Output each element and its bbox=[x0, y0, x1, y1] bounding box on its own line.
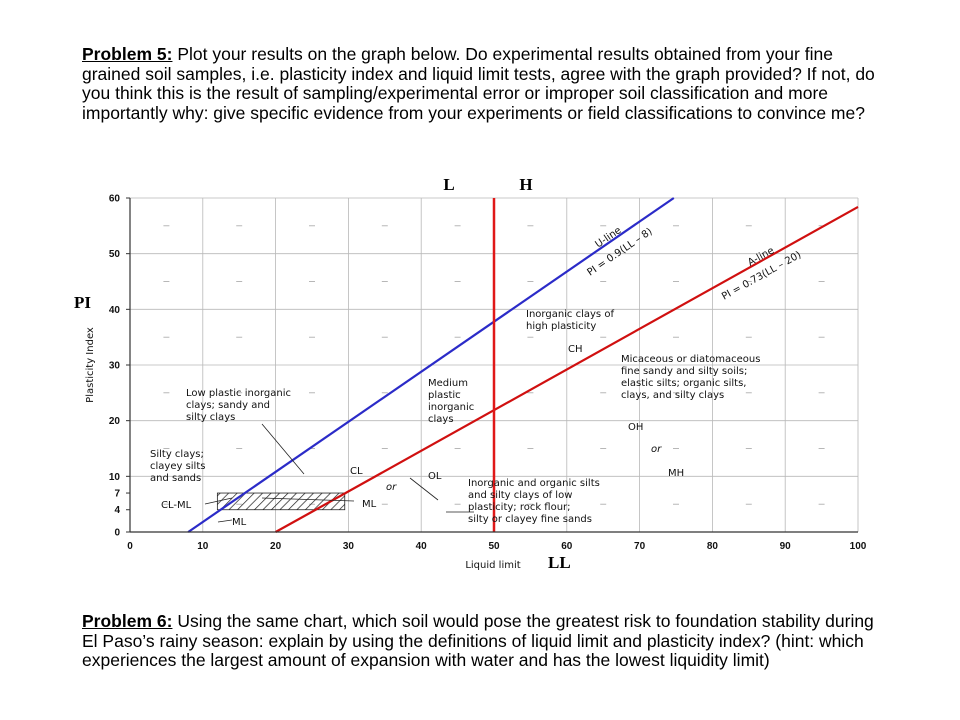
zone-label-or: or bbox=[651, 444, 662, 455]
y-tick-label: 7 bbox=[114, 489, 120, 500]
zone-label-cl: CL bbox=[350, 466, 363, 477]
desc-silty-clays-line: and sands bbox=[150, 473, 201, 484]
x-tick-label: 60 bbox=[561, 541, 573, 552]
plasticity-chart: 0 10 20 30 40 50 60 70 80 90 100 0 4 7 10 20 30 40 50 60 Liq… bbox=[74, 175, 867, 572]
x-tick-label: 0 bbox=[127, 541, 133, 552]
x-tick-label: 30 bbox=[343, 541, 355, 552]
hatched-zone bbox=[216, 492, 346, 511]
desc-high-plasticity-line: high plasticity bbox=[526, 321, 596, 332]
ml-leader bbox=[217, 519, 233, 523]
x-tick-label: 70 bbox=[634, 541, 646, 552]
desc-low-plasticity-silts-line: and silty clays of low bbox=[468, 490, 572, 501]
desc-silty-clays-line: Silty clays; bbox=[150, 449, 204, 460]
annotation-leader bbox=[261, 497, 355, 502]
x-tick-label: 100 bbox=[850, 541, 867, 552]
annotation-leader bbox=[261, 423, 305, 475]
handwritten-pi: PI bbox=[74, 293, 91, 312]
problem-6: Problem 6: Using the same chart, which s… bbox=[82, 611, 892, 671]
handwritten-h: H bbox=[519, 175, 532, 194]
y-tick-label: 4 bbox=[114, 505, 120, 516]
y-tick-label: 20 bbox=[109, 416, 121, 427]
desc-low-plasticity-silts-line: Inorganic and organic silts bbox=[468, 478, 600, 489]
a-line-series-line bbox=[275, 205, 859, 533]
handwritten-ll: LL bbox=[548, 553, 571, 572]
zone-label-ch: CH bbox=[568, 344, 583, 355]
cl-ml-leader bbox=[204, 497, 233, 505]
y-tick-label: 40 bbox=[109, 305, 121, 316]
axes: 0 10 20 30 40 50 60 70 80 90 100 0 4 7 10 20 30 40 50 60 Liq… bbox=[85, 194, 867, 572]
desc-medium-plastic-line: inorganic bbox=[428, 402, 474, 413]
handwritten-l: L bbox=[443, 175, 454, 194]
zone-label-or: or bbox=[386, 482, 397, 493]
problem-5-text: Plot your results on the graph below. Do… bbox=[82, 44, 875, 123]
desc-silty-clays-line: clayey silts bbox=[150, 461, 205, 472]
desc-medium-plastic-line: clays bbox=[428, 414, 454, 425]
y-tick-label: 60 bbox=[109, 194, 121, 205]
x-axis-title: Liquid limit bbox=[465, 560, 520, 571]
problem-5: Problem 5: Plot your results on the grap… bbox=[82, 44, 892, 123]
desc-low-plasticity-silts-line: plasticity; rock flour; bbox=[468, 502, 571, 513]
problem-5-title: Problem 5: bbox=[82, 44, 173, 64]
y-tick-label: 10 bbox=[109, 472, 121, 483]
u-line-series-line bbox=[187, 197, 675, 533]
desc-micaceous-line: elastic silts; organic silts, bbox=[621, 378, 747, 389]
desc-low-plastic-line: clays; sandy and bbox=[186, 400, 270, 411]
zone-label-oh: OH bbox=[628, 422, 643, 433]
problem-6-text: Using the same chart, which soil would p… bbox=[82, 611, 874, 670]
desc-low-plasticity-silts-line: silty or clayey fine sands bbox=[468, 514, 592, 525]
desc-low-plastic-line: Low plastic inorganic bbox=[186, 388, 291, 399]
desc-medium-plastic-line: plastic bbox=[428, 390, 461, 401]
desc-micaceous-line: fine sandy and silty soils; bbox=[621, 366, 747, 377]
x-tick-label: 10 bbox=[197, 541, 209, 552]
zone-label-ol: OL bbox=[428, 471, 442, 482]
x-tick-label: 80 bbox=[707, 541, 719, 552]
y-tick-label: 50 bbox=[109, 249, 121, 260]
zone-label-ml-low: ML bbox=[232, 517, 247, 528]
x-tick-label: 90 bbox=[780, 541, 792, 552]
desc-medium-plastic-line: Medium bbox=[428, 378, 468, 389]
desc-micaceous-line: Micaceous or diatomaceous bbox=[621, 354, 760, 365]
desc-micaceous-line: clays, and silty clays bbox=[621, 390, 724, 401]
desc-high-plasticity-line: Inorganic clays of bbox=[526, 309, 614, 320]
zone-label-cl-ml: CL-ML bbox=[161, 500, 192, 511]
annotation-leader bbox=[409, 477, 439, 501]
x-tick-label: 40 bbox=[416, 541, 428, 552]
zone-label-ml: ML bbox=[362, 499, 377, 510]
zone-label-mh: MH bbox=[668, 468, 684, 479]
x-tick-label: 50 bbox=[488, 541, 500, 552]
problem-6-title: Problem 6: bbox=[82, 611, 173, 631]
y-tick-label: 0 bbox=[114, 528, 120, 539]
y-axis-title: Plasticity Index bbox=[85, 327, 96, 403]
desc-low-plastic-line: silty clays bbox=[186, 412, 235, 423]
x-tick-label: 20 bbox=[270, 541, 282, 552]
y-tick-label: 30 bbox=[109, 361, 121, 372]
